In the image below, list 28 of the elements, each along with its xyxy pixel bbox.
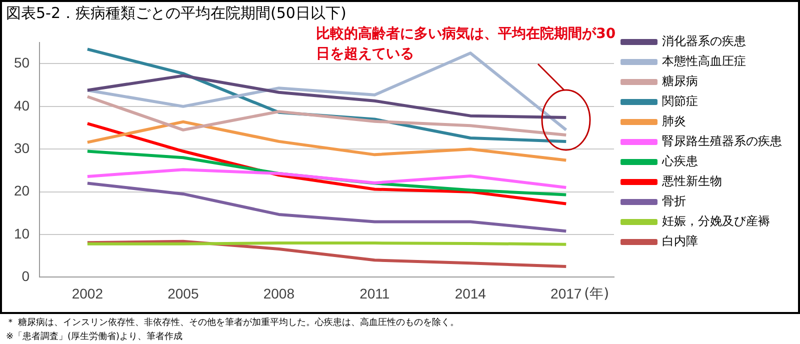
legend-label: 腎尿路生殖器系の疾患: [662, 134, 782, 148]
y-tick-label: 40: [14, 97, 30, 114]
text: ※「患者調査」(厚生労働省)より、筆者作成: [6, 330, 183, 343]
x-tick-label: 2017: [550, 285, 582, 302]
text: ＊ 糖尿病は、インスリン依存性、非依存性、その他を筆者が加重平均した。心疾患は、高血圧性のものを除く。: [6, 316, 459, 329]
legend-label: 関節症: [662, 94, 698, 108]
y-tick-label: 30: [14, 140, 30, 156]
x-tick-label: 2011: [360, 285, 390, 302]
legend-label: 心疾患: [661, 154, 698, 168]
x-axis-title: (年): [584, 286, 610, 302]
legend-label: 悪性新生物: [661, 174, 722, 188]
legend-label: 妊娠，分娩及び産褥: [662, 214, 770, 228]
y-tick-label: 20: [14, 182, 30, 199]
x-tick-label: 2008: [263, 285, 295, 302]
legend-label: 糖尿病: [662, 74, 698, 88]
y-tick-label: 10: [14, 225, 30, 242]
legend-label: 肺炎: [662, 114, 686, 128]
legend-label: 消化器系の疾患: [662, 34, 746, 48]
y-tick-label: 50: [14, 54, 30, 71]
y-tick-label: 0: [22, 268, 30, 284]
legend-label: 骨折: [662, 194, 686, 208]
chart-title: 図表5-2．疾病種類ごとの平均在院期間(50日以下): [6, 4, 346, 23]
x-tick-label: 2014: [454, 285, 486, 302]
legend-label: 白内障: [662, 234, 698, 248]
x-tick-label: 2005: [168, 285, 199, 302]
annotation: 比較的高齢者に多い病気は、平均在院期間が30日を超えている: [316, 24, 616, 64]
legend-label: 本態性高血圧症: [662, 54, 746, 68]
x-tick-label: 2002: [72, 285, 104, 302]
